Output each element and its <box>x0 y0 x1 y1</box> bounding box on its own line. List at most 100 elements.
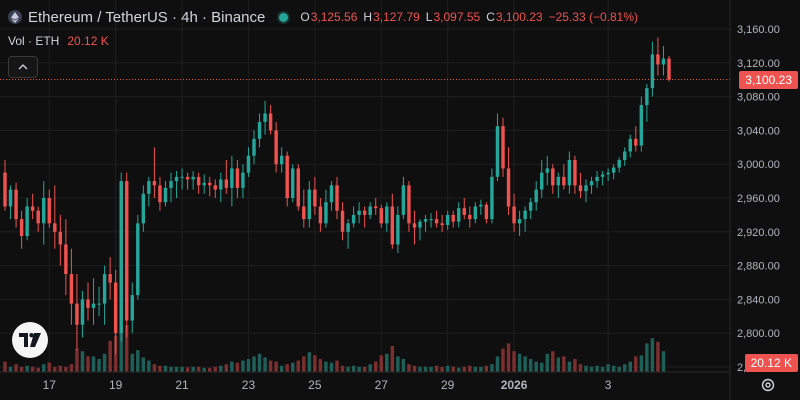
tradingview-logo-icon[interactable] <box>12 322 48 358</box>
candle-body <box>80 299 85 325</box>
candle-body <box>91 303 96 308</box>
candle-body <box>53 223 57 232</box>
y-tick-label: 2,960.00 <box>737 193 780 205</box>
volume-bar <box>396 356 400 372</box>
volume-bar <box>479 366 483 372</box>
candle-body <box>213 185 217 190</box>
volume-bar <box>324 361 328 372</box>
last-price-tag: 3,100.23 <box>739 70 798 89</box>
candle-body <box>445 214 450 226</box>
volume-bar <box>47 362 51 372</box>
volume-bar <box>385 353 389 372</box>
volume-bar <box>30 366 35 372</box>
candle-body <box>517 219 522 224</box>
volume-bar <box>401 359 406 372</box>
candle-body <box>329 185 334 203</box>
volume-bar <box>645 343 649 372</box>
volume-bar <box>650 338 655 372</box>
candle-body <box>97 303 101 305</box>
volume-bar <box>58 365 63 372</box>
candle-body <box>335 185 339 211</box>
volume-bar <box>64 366 68 372</box>
candle-body <box>169 181 173 188</box>
volume-bar <box>97 359 101 372</box>
volume-bar <box>318 359 323 372</box>
volume-bar <box>219 365 223 372</box>
volume-bar <box>329 362 334 372</box>
volume-bar <box>69 364 74 372</box>
volume-bar <box>595 365 599 372</box>
candle-body <box>423 219 428 222</box>
candle-body <box>180 176 184 178</box>
volume-bar <box>412 365 417 372</box>
volume-label[interactable]: Vol · ETH <box>8 34 60 48</box>
candle-body <box>102 274 107 304</box>
gear-icon[interactable] <box>760 377 776 393</box>
low-value: 3,097.55 <box>433 10 481 24</box>
close-label: C <box>486 10 495 24</box>
candle-body <box>611 167 616 173</box>
candle-body <box>528 202 533 211</box>
candle-body <box>25 206 29 237</box>
volume-bar <box>80 351 85 372</box>
candle-body <box>158 185 162 203</box>
candle-body <box>141 193 146 224</box>
candle-body <box>540 172 544 190</box>
open-value: 3,125.56 <box>310 10 358 24</box>
volume-bar <box>8 366 13 372</box>
chart-header: Ethereum / TetherUS · 4h · Binance O3,12… <box>8 6 638 28</box>
candle-body <box>567 159 572 186</box>
volume-bar <box>224 364 229 372</box>
volume-bar <box>291 362 295 372</box>
candle-body <box>185 176 190 180</box>
candle-body <box>401 185 406 215</box>
symbol-title[interactable]: Ethereum / TetherUS · 4h · Binance <box>28 8 266 26</box>
candle-body <box>64 244 68 275</box>
volume-bar <box>368 364 372 372</box>
volume-bar <box>584 365 588 372</box>
volume-bar <box>147 360 151 372</box>
candle-body <box>241 172 245 188</box>
volume-bar <box>423 366 428 372</box>
candle-body <box>479 204 483 207</box>
candle-body <box>434 219 439 224</box>
y-tick-label: 3,040.00 <box>737 125 780 137</box>
volume-bar <box>457 367 461 372</box>
volume-bar <box>390 346 395 372</box>
candle-body <box>623 151 627 160</box>
volume-bar <box>573 359 577 372</box>
volume-bar <box>512 351 516 372</box>
volume-bar <box>174 366 179 372</box>
volume-bar <box>208 367 212 372</box>
candle-body <box>224 179 229 188</box>
close-value: 3,100.23 <box>495 10 543 24</box>
candle-body <box>230 168 234 188</box>
candle-body <box>385 206 389 224</box>
volume-bar <box>628 361 632 372</box>
candle-body <box>296 168 300 207</box>
candle-body <box>235 168 240 188</box>
candle-body <box>412 223 417 228</box>
volume-bar <box>108 340 112 372</box>
volume-bar <box>490 364 494 372</box>
volume-bar <box>257 353 262 372</box>
volume-bar <box>540 362 544 372</box>
candle-body <box>468 214 472 220</box>
high-value: 3,127.79 <box>373 10 420 24</box>
candle-body <box>291 168 295 198</box>
volume-bar <box>246 359 251 372</box>
candle-body <box>418 221 422 228</box>
x-tick-label: 25 <box>308 378 322 392</box>
volume-bar <box>484 365 489 372</box>
volume-bar <box>407 364 411 372</box>
volume-bar <box>473 366 478 372</box>
volume-bar <box>451 366 455 372</box>
collapse-legend-button[interactable] <box>8 56 38 78</box>
volume-bar <box>340 365 345 372</box>
candle-body <box>512 206 516 224</box>
candle-body <box>14 189 18 220</box>
volume-bar <box>656 341 660 372</box>
open-label: O <box>300 10 310 24</box>
volume-bar <box>296 360 300 372</box>
